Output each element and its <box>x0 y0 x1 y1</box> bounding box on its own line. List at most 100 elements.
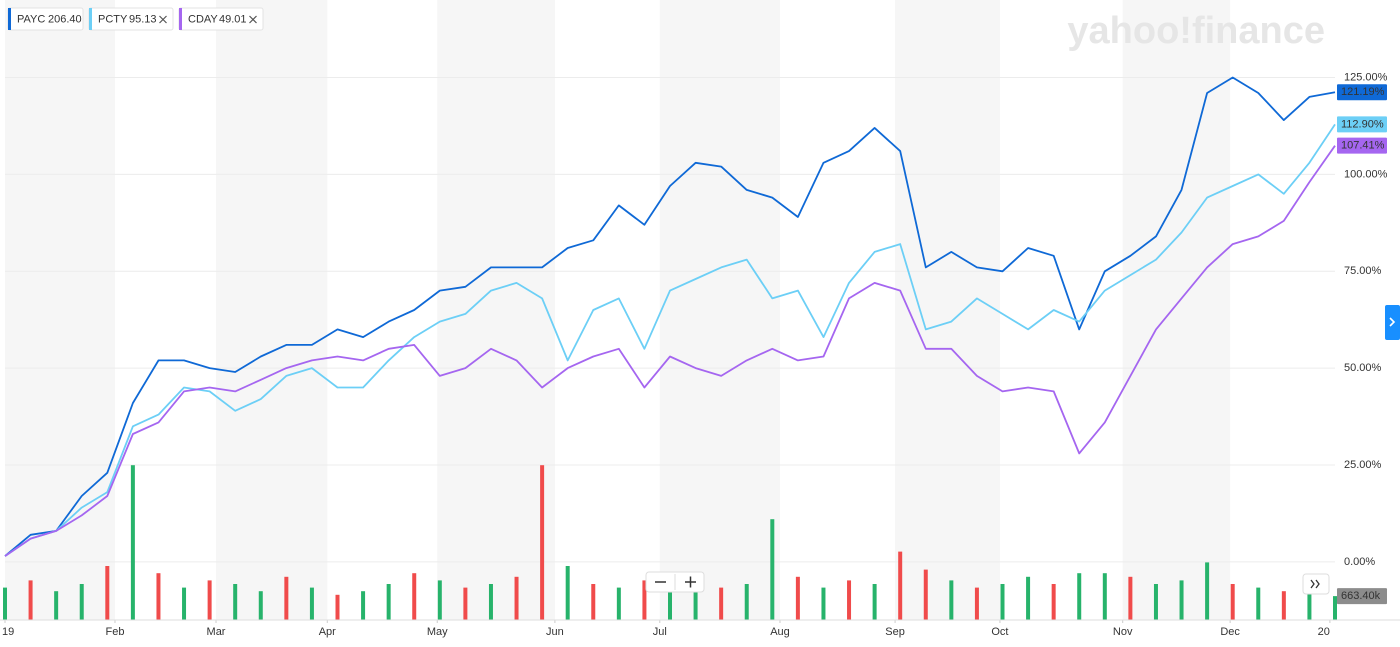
volume-bar <box>668 584 672 620</box>
legend-name: CDAY <box>188 13 218 25</box>
month-band <box>1122 0 1231 620</box>
month-bands <box>5 0 1231 620</box>
last-value-label: 112.90% <box>1341 118 1384 130</box>
x-tick-label: Aug <box>770 626 790 638</box>
volume-bar <box>412 573 417 620</box>
x-tick-label: Apr <box>319 626 336 638</box>
volume-bar <box>1307 584 1312 620</box>
series-line <box>4 145 1336 557</box>
volume-bar <box>1128 576 1133 620</box>
month-band <box>437 0 555 620</box>
volume-bar <box>540 465 545 620</box>
volume-bar <box>437 580 442 620</box>
series-line <box>4 123 1336 557</box>
volume-bar <box>795 576 800 620</box>
legend-item[interactable]: CDAY 49.01 <box>178 7 264 31</box>
volume-bar <box>79 584 84 620</box>
legend-close <box>249 15 257 24</box>
volume-bar <box>770 519 775 620</box>
volume-bar <box>28 580 33 620</box>
x-tick-label: Sep <box>885 626 905 638</box>
volume-bar <box>156 573 161 620</box>
volume-bar <box>821 587 826 620</box>
volume-bar <box>3 587 7 620</box>
x-tick-label: 20 <box>1318 626 1330 638</box>
x-tick-label: Feb <box>105 626 124 638</box>
month-band <box>5 0 115 620</box>
legend-swatch <box>89 8 92 30</box>
volume-bar <box>1179 580 1184 620</box>
side-tab[interactable] <box>1385 305 1400 340</box>
last-value-label: 107.41% <box>1341 140 1385 152</box>
volume-bar <box>514 576 519 620</box>
y-tick-label: 125.00% <box>1344 71 1388 83</box>
volume-bar <box>258 591 263 620</box>
x-tick-label: Oct <box>991 626 1008 638</box>
y-tick-label: 25.00% <box>1344 459 1382 471</box>
last-value-label: 121.19% <box>1341 86 1385 98</box>
volume-bar <box>1000 584 1005 620</box>
side-tab-icon <box>1389 317 1396 327</box>
volume-bar <box>309 587 314 620</box>
volume-bar <box>1077 573 1082 620</box>
volume-bar <box>923 569 928 620</box>
volume-bar <box>1256 587 1261 620</box>
volume-bar <box>130 465 135 620</box>
volume-bar <box>284 576 289 620</box>
volume-bars <box>3 465 1337 620</box>
zoom-controls <box>645 571 1330 595</box>
volume-bar <box>335 594 340 620</box>
volume-bar <box>1102 573 1107 620</box>
legend-swatch <box>179 8 182 30</box>
volume-bar <box>1205 562 1210 620</box>
zoom-in[interactable] <box>685 576 696 588</box>
volume-badge-label: 663.40k <box>1341 590 1381 602</box>
legend-name: PCTY <box>98 13 128 25</box>
volume-bar <box>386 584 391 620</box>
volume-bar <box>1281 591 1286 620</box>
volume-bar <box>949 580 954 620</box>
x-tick-label: Nov <box>1113 626 1133 638</box>
volume-bar <box>54 591 59 620</box>
volume-bar <box>693 591 698 620</box>
volume-bar <box>182 587 187 620</box>
series-line <box>4 76 1336 557</box>
legend-item[interactable]: PAYC 206.40 <box>7 7 84 31</box>
x-tick-label: Jul <box>653 626 667 638</box>
legend-swatch <box>8 8 11 30</box>
volume-bar <box>1230 584 1235 620</box>
last-value-badge <box>1337 137 1387 154</box>
volume-bar <box>847 580 852 620</box>
legend-item[interactable]: PCTY 95.13 <box>88 7 174 31</box>
axes: 19 Feb Mar Apr May Jun Jul Aug Sep Oct Nov Dec 20 0.0… <box>0 71 1400 638</box>
y-tick-label: 100.00% <box>1344 168 1388 180</box>
last-value-badge <box>1337 84 1387 101</box>
volume-bar <box>872 584 877 620</box>
scroll-end-button[interactable] <box>1302 573 1330 595</box>
volume-bar <box>744 584 749 620</box>
volume-bar <box>463 587 468 620</box>
volume-bar <box>1333 596 1337 620</box>
x-tick-label: Mar <box>207 626 226 638</box>
volume-bar <box>591 584 596 620</box>
month-band <box>659 0 780 620</box>
month-band <box>216 0 328 620</box>
volume-bar <box>233 584 238 620</box>
lines <box>4 76 1336 557</box>
legend-quote: 206.40 <box>48 13 82 25</box>
legend-close <box>159 15 167 24</box>
scroll-end-icon <box>1310 579 1320 589</box>
volume-bar <box>974 587 979 620</box>
volume-bar <box>898 551 903 620</box>
volume-bar <box>1153 584 1158 620</box>
x-tick-label: May <box>427 626 448 638</box>
legend-quote: 49.01 <box>219 13 247 25</box>
last-value-badge <box>1337 116 1387 133</box>
y-tick-label: 50.00% <box>1344 362 1382 374</box>
x-tick-label: 19 <box>2 626 14 638</box>
volume-bar <box>616 587 621 620</box>
watermark: yahoo!finance <box>1067 10 1325 52</box>
volume-bar <box>361 591 366 620</box>
legend-name: PAYC <box>17 13 45 25</box>
